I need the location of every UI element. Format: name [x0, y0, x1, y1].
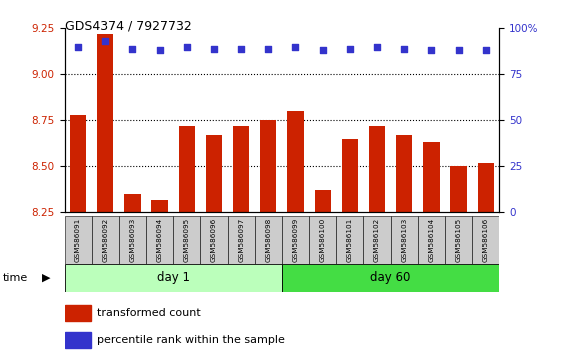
- Text: GSM586106: GSM586106: [482, 218, 489, 262]
- Bar: [260, 120, 277, 212]
- Text: time: time: [3, 273, 28, 283]
- Bar: [445, 216, 472, 264]
- Bar: [309, 216, 336, 264]
- Text: GDS4374 / 7927732: GDS4374 / 7927732: [65, 19, 191, 33]
- Text: GSM586105: GSM586105: [456, 218, 462, 262]
- Text: day 60: day 60: [370, 272, 411, 284]
- Bar: [178, 126, 195, 212]
- Bar: [390, 216, 418, 264]
- Bar: [200, 216, 228, 264]
- Point: [237, 46, 246, 51]
- Bar: [233, 126, 249, 212]
- Bar: [396, 135, 412, 212]
- Bar: [65, 305, 91, 321]
- Bar: [418, 216, 445, 264]
- Bar: [173, 216, 200, 264]
- Point: [101, 38, 110, 44]
- Bar: [450, 166, 467, 212]
- Text: GSM586095: GSM586095: [184, 218, 190, 262]
- Bar: [364, 216, 390, 264]
- Bar: [255, 216, 282, 264]
- Bar: [282, 264, 499, 292]
- Text: GSM586101: GSM586101: [347, 218, 353, 262]
- Text: percentile rank within the sample: percentile rank within the sample: [97, 335, 285, 346]
- Text: GSM586103: GSM586103: [401, 218, 407, 262]
- Bar: [342, 139, 358, 212]
- Bar: [125, 194, 141, 212]
- Text: GSM586092: GSM586092: [102, 218, 108, 262]
- Text: GSM586098: GSM586098: [265, 218, 272, 262]
- Point: [182, 44, 191, 50]
- Point: [155, 47, 164, 53]
- Point: [128, 46, 137, 51]
- Bar: [477, 163, 494, 212]
- Bar: [70, 115, 86, 212]
- Bar: [206, 135, 222, 212]
- Bar: [65, 216, 91, 264]
- Point: [454, 47, 463, 53]
- Bar: [282, 216, 309, 264]
- Bar: [91, 216, 119, 264]
- Point: [318, 47, 327, 53]
- Point: [209, 46, 218, 51]
- Text: GSM586099: GSM586099: [292, 218, 298, 262]
- Bar: [65, 264, 282, 292]
- Text: GSM586097: GSM586097: [238, 218, 244, 262]
- Bar: [369, 126, 385, 212]
- Point: [481, 47, 490, 53]
- Bar: [119, 216, 146, 264]
- Text: day 1: day 1: [157, 272, 190, 284]
- Text: GSM586091: GSM586091: [75, 218, 81, 262]
- Text: ▶: ▶: [42, 273, 50, 283]
- Bar: [287, 111, 304, 212]
- Text: GSM586093: GSM586093: [130, 218, 135, 262]
- Point: [373, 44, 381, 50]
- Bar: [423, 142, 439, 212]
- Text: GSM586094: GSM586094: [157, 218, 163, 262]
- Bar: [65, 332, 91, 348]
- Point: [346, 46, 355, 51]
- Text: transformed count: transformed count: [97, 308, 201, 318]
- Bar: [146, 216, 173, 264]
- Point: [291, 44, 300, 50]
- Text: GSM586096: GSM586096: [211, 218, 217, 262]
- Bar: [472, 216, 499, 264]
- Bar: [315, 190, 331, 212]
- Bar: [336, 216, 364, 264]
- Point: [73, 44, 82, 50]
- Text: GSM586104: GSM586104: [429, 218, 434, 262]
- Text: GSM586100: GSM586100: [320, 218, 326, 262]
- Bar: [97, 34, 113, 212]
- Text: GSM586102: GSM586102: [374, 218, 380, 262]
- Point: [427, 47, 436, 53]
- Bar: [151, 200, 168, 212]
- Point: [264, 46, 273, 51]
- Point: [399, 46, 408, 51]
- Bar: [228, 216, 255, 264]
